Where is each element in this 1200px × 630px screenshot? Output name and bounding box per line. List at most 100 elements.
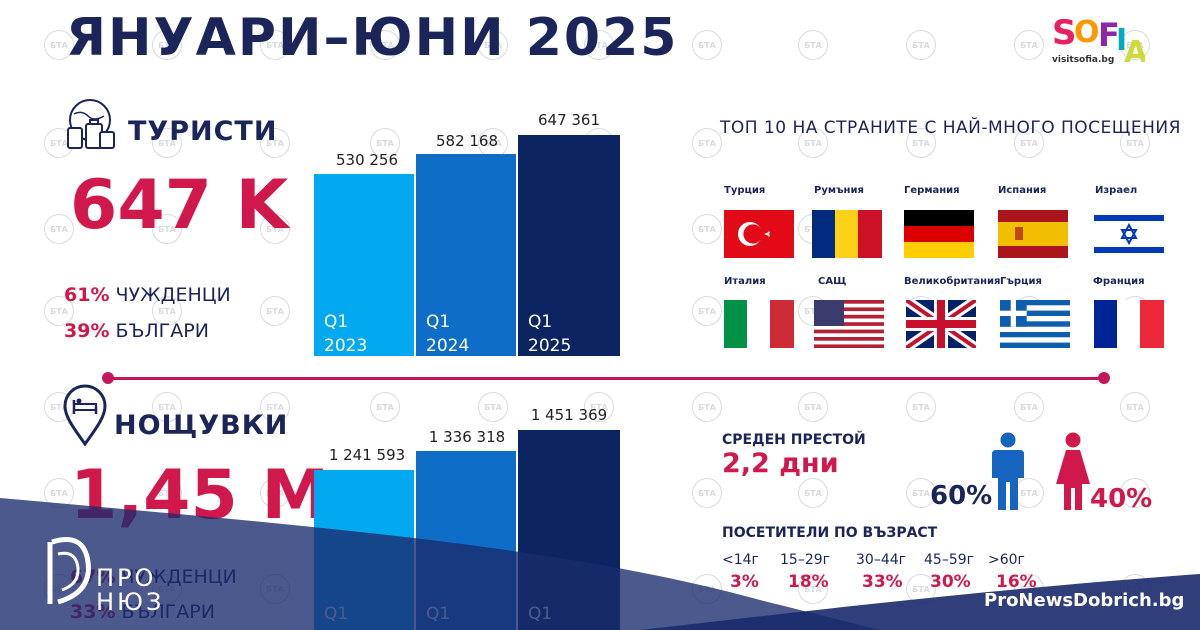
- israel-flag-icon: [1094, 210, 1164, 258]
- country-name: Турция: [724, 185, 766, 196]
- age-group-label: 15–29г: [780, 552, 830, 568]
- watermark-badge: БТА: [152, 296, 182, 326]
- bed-pin-icon: [63, 384, 107, 446]
- watermark-badge: БТА: [584, 30, 614, 60]
- age-group-value: 3%: [730, 572, 759, 592]
- germany-flag-icon: [904, 210, 974, 258]
- tourists-bar-2025: [518, 135, 620, 356]
- age-group-value: 30%: [930, 572, 971, 592]
- watermark-badge: БТА: [1120, 478, 1150, 508]
- age-group-label: 30–44г: [856, 552, 906, 568]
- svg-text:A: A: [1124, 35, 1145, 68]
- watermark-badge: БТА: [1014, 128, 1044, 158]
- watermark-badge: БТА: [370, 392, 400, 422]
- age-group-value: 16%: [996, 572, 1037, 592]
- tourists-bar-value: 530 256: [335, 151, 399, 169]
- nights-total: 1,45 M: [70, 456, 330, 535]
- watermark-badge: БТА: [1120, 30, 1150, 60]
- divider-dot: [102, 372, 114, 384]
- watermark-badge: БТА: [906, 128, 936, 158]
- tourists-bar-caption: Q1 2023: [324, 312, 368, 356]
- tourists-bar-caption: Q1 2025: [528, 312, 572, 356]
- female-icon: [1056, 432, 1090, 510]
- watermark-badge: БТА: [260, 30, 290, 60]
- watermark-badge: БТА: [152, 214, 182, 244]
- uk-flag-icon: [906, 300, 976, 348]
- watermark-badge: БТА: [260, 296, 290, 326]
- italy-flag-icon: [724, 300, 794, 348]
- divider-dot: [1098, 372, 1110, 384]
- usa-flag-icon: [814, 300, 884, 348]
- tourists-bar-value: 582 168: [435, 132, 499, 150]
- male-icon: [992, 432, 1024, 510]
- watermark-badge: БТА: [692, 128, 722, 158]
- watermark-badge: БТА: [798, 478, 828, 508]
- watermark-badge: БТА: [260, 128, 290, 158]
- greece-flag-icon: [1000, 300, 1070, 348]
- average-stay-value: 2,2 дни: [722, 448, 839, 479]
- spain-flag-icon: [998, 210, 1068, 258]
- section-divider: [108, 377, 1104, 380]
- watermark-badge: БТА: [906, 392, 936, 422]
- watermark-badge: БТА: [44, 214, 74, 244]
- watermark-badge: БТА: [906, 478, 936, 508]
- footer-site: ProNewsDobrich.bg: [984, 590, 1185, 611]
- watermark-badge: БТА: [692, 296, 722, 326]
- age-group-value: 33%: [862, 572, 903, 592]
- country-name: Италия: [724, 276, 766, 287]
- turkey-flag-icon: [724, 210, 794, 258]
- country-name: Израел: [1095, 185, 1138, 196]
- tourists-total: 647 K: [70, 166, 289, 245]
- country-name: САЩ: [818, 276, 847, 287]
- nights-bar-value: 1 241 593: [328, 446, 406, 464]
- age-title: ПОСЕТИТЕЛИ ПО ВЪЗРАСТ: [722, 525, 938, 541]
- nights-bar-value: 1 451 369: [530, 406, 608, 424]
- watermark-badge: БТА: [1120, 392, 1150, 422]
- tourists-bar-caption: Q1 2024: [426, 312, 470, 356]
- average-stay-label: СРЕДЕН ПРЕСТОЙ: [722, 432, 866, 448]
- france-flag-icon: [1094, 300, 1164, 348]
- watermark-badge: БТА: [798, 392, 828, 422]
- svg-text:F: F: [1098, 16, 1120, 54]
- pronews-logo-icon: [47, 537, 91, 605]
- watermark-badge: БТА: [152, 30, 182, 60]
- svg-text:I: I: [1116, 23, 1127, 58]
- country-name: Великобритания: [904, 276, 1001, 287]
- tourists-bulgarian: 39% БЪЛГАРИ: [64, 320, 209, 342]
- sofia-logo: S O F I A: [1052, 13, 1145, 68]
- watermark-badge: БТА: [44, 296, 74, 326]
- age-group-label: <14г: [722, 552, 759, 568]
- age-group-label: 45–59г: [924, 552, 974, 568]
- watermark-badge: БТА: [260, 574, 290, 604]
- country-name: Германия: [904, 185, 960, 196]
- svg-text:O: O: [1074, 15, 1100, 50]
- top-countries-title: ТОП 10 НА СТРАНИТЕ С НАЙ-МНОГО ПОСЕЩЕНИЯ: [720, 118, 1181, 138]
- watermark-badge: БТА: [798, 128, 828, 158]
- pronews-brand: ПРО НЮЗ: [96, 564, 165, 616]
- male-percent: 60%: [930, 481, 993, 511]
- watermark-badge: БТА: [44, 30, 74, 60]
- watermark-badge: БТА: [260, 392, 290, 422]
- watermark-badge: БТА: [478, 30, 508, 60]
- tourists-foreign: 61% ЧУЖДЕНЦИ: [64, 284, 231, 306]
- nights-bar-2025: [518, 430, 620, 630]
- luggage-globe-icon: [67, 99, 115, 149]
- nights-bar-value: 1 336 318: [428, 428, 506, 446]
- nights-bar-caption: Q1: [426, 604, 451, 624]
- svg-text:S: S: [1052, 13, 1077, 53]
- watermark-badge: БТА: [370, 128, 400, 158]
- watermark-badge: БТА: [584, 392, 614, 422]
- watermark-badge: БТА: [692, 30, 722, 60]
- country-name: Гърция: [1000, 276, 1042, 287]
- country-name: Франция: [1093, 276, 1145, 287]
- nights-bar-caption: Q1: [324, 604, 349, 624]
- tourists-bar-2024: [416, 154, 516, 356]
- watermark-badge: БТА: [152, 392, 182, 422]
- watermark-badge: БТА: [478, 392, 508, 422]
- age-group-value: 18%: [788, 572, 829, 592]
- tourists-bar-value: 647 361: [537, 111, 601, 129]
- tourists-bar-2023: [314, 174, 414, 356]
- age-group-label: >60г: [988, 552, 1025, 568]
- page-title: ЯНУАРИ–ЮНИ 2025: [66, 8, 679, 68]
- female-percent: 40%: [1090, 484, 1153, 514]
